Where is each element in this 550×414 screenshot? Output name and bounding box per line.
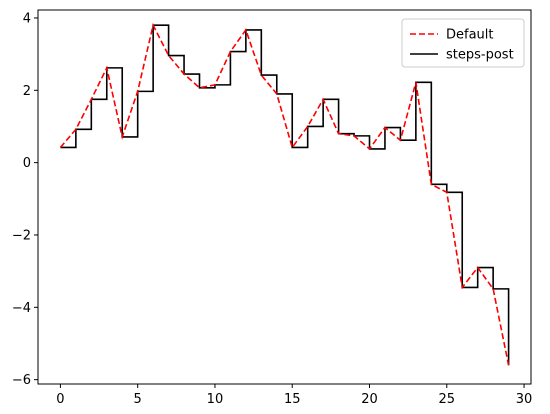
x-tick-label: 25 <box>438 392 455 407</box>
axes-layer: 0 5 10 15 20 25 30 −6 −4 −2 0 2 4 <box>12 9 533 407</box>
x-tick-label: 0 <box>56 392 64 407</box>
y-tick-label: −4 <box>12 301 31 316</box>
axes-frame <box>37 9 532 385</box>
y-tick-label: 4 <box>23 11 31 26</box>
legend-label: Default <box>446 28 494 43</box>
series-line-default <box>59 22 510 366</box>
legend-label: steps-post <box>446 48 514 63</box>
x-tick-label: 20 <box>361 392 378 407</box>
y-tick-label: 0 <box>23 156 31 171</box>
legend-box <box>401 18 525 68</box>
series-layer <box>59 22 510 366</box>
x-tick-label: 10 <box>207 392 224 407</box>
series-line-steps-post <box>60 24 510 366</box>
y-tick-label: −2 <box>12 228 31 243</box>
x-tick-label: 15 <box>284 392 301 407</box>
y-tick-label: −6 <box>12 373 31 388</box>
plot-background <box>38 10 531 384</box>
plot-area <box>38 10 531 384</box>
legend: Default steps-post <box>401 18 525 68</box>
y-tick-label: 2 <box>23 84 31 99</box>
x-tick-label: 5 <box>134 392 142 407</box>
x-tick-label: 30 <box>516 392 533 407</box>
